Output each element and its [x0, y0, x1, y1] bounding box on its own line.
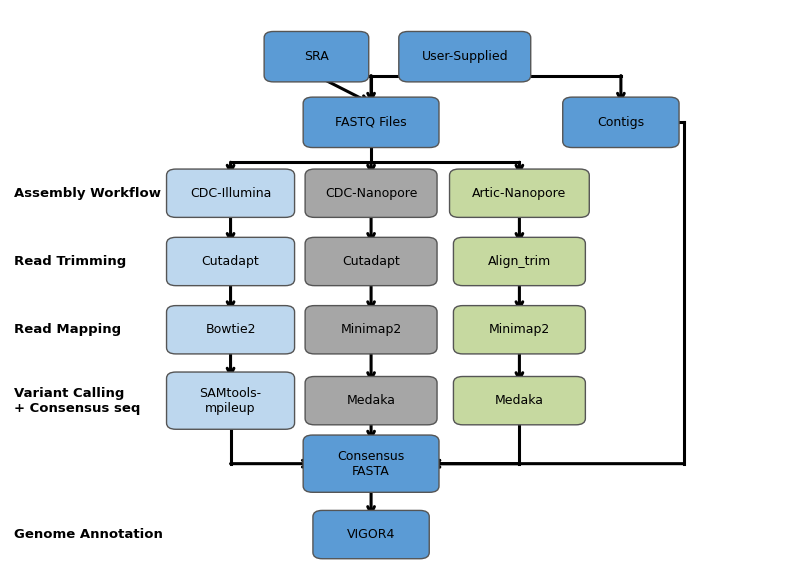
Text: Cutadapt: Cutadapt — [202, 255, 260, 268]
FancyBboxPatch shape — [454, 376, 585, 425]
FancyBboxPatch shape — [264, 32, 368, 82]
FancyBboxPatch shape — [305, 376, 437, 425]
Text: Minimap2: Minimap2 — [341, 323, 402, 336]
Text: Assembly Workflow: Assembly Workflow — [13, 187, 160, 200]
Text: VIGOR4: VIGOR4 — [347, 528, 395, 541]
Text: Align_trim: Align_trim — [488, 255, 551, 268]
Text: Read Mapping: Read Mapping — [13, 323, 121, 336]
Text: CDC-Nanopore: CDC-Nanopore — [325, 187, 417, 200]
Text: Variant Calling
+ Consensus seq: Variant Calling + Consensus seq — [13, 387, 140, 415]
FancyBboxPatch shape — [563, 97, 679, 148]
FancyBboxPatch shape — [166, 169, 294, 217]
Text: Minimap2: Minimap2 — [488, 323, 550, 336]
Text: CDC-Illumina: CDC-Illumina — [190, 187, 271, 200]
Text: Read Trimming: Read Trimming — [13, 255, 125, 268]
FancyBboxPatch shape — [313, 510, 429, 558]
Text: User-Supplied: User-Supplied — [421, 50, 508, 63]
Text: SRA: SRA — [304, 50, 329, 63]
FancyBboxPatch shape — [166, 237, 294, 285]
Text: SAMtools-
mpileup: SAMtools- mpileup — [200, 387, 262, 415]
FancyBboxPatch shape — [454, 306, 585, 354]
FancyBboxPatch shape — [303, 97, 439, 148]
FancyBboxPatch shape — [398, 32, 531, 82]
Text: Cutadapt: Cutadapt — [342, 255, 400, 268]
Text: FASTQ Files: FASTQ Files — [335, 116, 407, 129]
FancyBboxPatch shape — [305, 306, 437, 354]
Text: Genome Annotation: Genome Annotation — [13, 528, 163, 541]
FancyBboxPatch shape — [454, 237, 585, 285]
FancyBboxPatch shape — [305, 237, 437, 285]
Text: Contigs: Contigs — [597, 116, 645, 129]
FancyBboxPatch shape — [450, 169, 589, 217]
Text: Medaka: Medaka — [346, 394, 395, 407]
Text: Bowtie2: Bowtie2 — [205, 323, 256, 336]
FancyBboxPatch shape — [305, 169, 437, 217]
FancyBboxPatch shape — [166, 306, 294, 354]
Text: Consensus
FASTA: Consensus FASTA — [338, 449, 405, 478]
FancyBboxPatch shape — [166, 372, 294, 430]
Text: Medaka: Medaka — [495, 394, 544, 407]
FancyBboxPatch shape — [303, 435, 439, 492]
Text: Artic-Nanopore: Artic-Nanopore — [473, 187, 567, 200]
